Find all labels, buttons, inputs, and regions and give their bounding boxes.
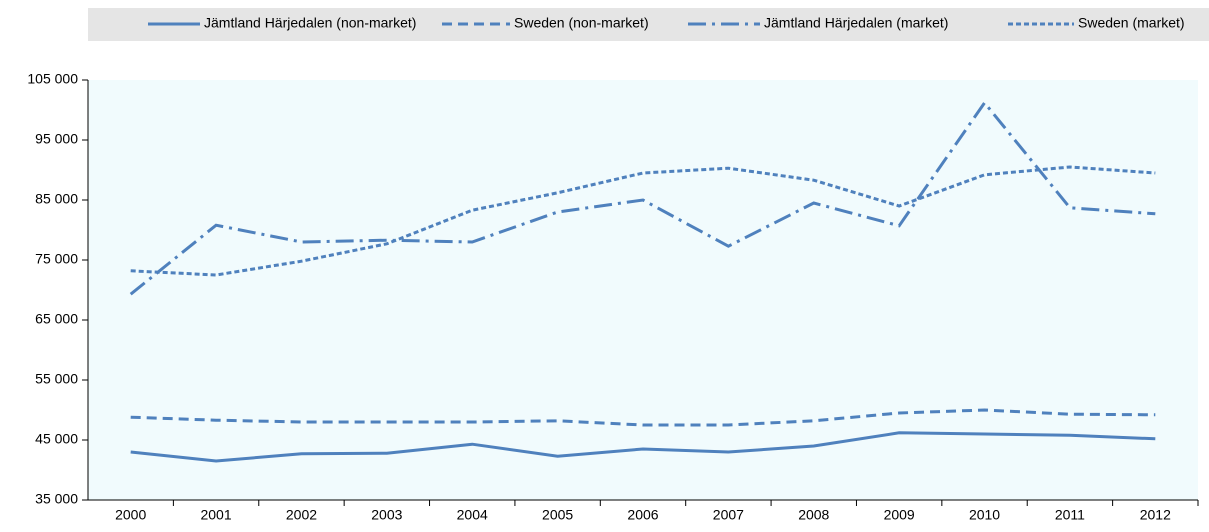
series-line <box>130 431 1156 463</box>
x-tick-label: 2010 <box>969 507 1000 523</box>
legend-label: Jämtland Härjedalen (market) <box>764 15 948 31</box>
legend-background <box>88 8 1209 41</box>
series-line <box>130 165 1156 277</box>
legend-label: Sweden (non-market) <box>514 15 649 31</box>
y-tick-label: 55 000 <box>35 371 78 387</box>
y-tick-label: 35 000 <box>35 491 78 507</box>
series-line <box>129 100 1156 296</box>
legend-label: Jämtland Härjedalen (non-market) <box>204 15 416 31</box>
x-tick-label: 2001 <box>200 507 231 523</box>
x-tick-label: 2008 <box>798 507 829 523</box>
x-tick-label: 2006 <box>627 507 658 523</box>
y-tick-label: 105 000 <box>27 71 78 87</box>
x-tick-label: 2011 <box>1055 507 1085 523</box>
y-tick-label: 75 000 <box>35 251 78 267</box>
x-tick-label: 2007 <box>713 507 744 523</box>
x-tick-label: 2012 <box>1140 507 1171 523</box>
x-tick-label: 2009 <box>884 507 915 523</box>
x-tick-label: 2004 <box>457 507 488 523</box>
y-tick-label: 95 000 <box>35 131 78 147</box>
x-tick-label: 2005 <box>542 507 573 523</box>
x-tick-label: 2000 <box>115 507 146 523</box>
series-line <box>130 408 1156 427</box>
y-tick-label: 65 000 <box>35 311 78 327</box>
legend-label: Sweden (market) <box>1078 15 1185 31</box>
x-tick-label: 2002 <box>286 507 317 523</box>
plot-area <box>88 80 1198 500</box>
y-tick-label: 85 000 <box>35 191 78 207</box>
x-tick-label: 2003 <box>371 507 402 523</box>
y-tick-label: 45 000 <box>35 431 78 447</box>
